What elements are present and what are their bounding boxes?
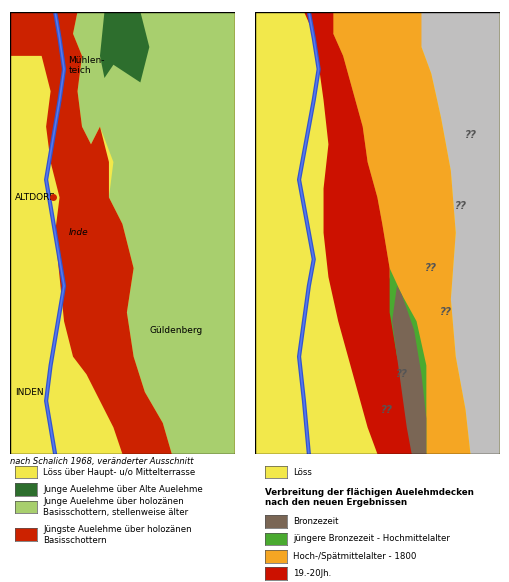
Text: ??: ?? [454,201,466,211]
Polygon shape [100,12,149,83]
Text: nach Schalich 1968, veränderter Ausschnitt: nach Schalich 1968, veränderter Ausschni… [10,457,193,466]
Text: Löss: Löss [293,467,312,477]
Text: ??: ?? [439,307,451,317]
Text: jüngere Bronzezeit - Hochmittelalter: jüngere Bronzezeit - Hochmittelalter [293,534,449,544]
Text: ??: ?? [380,404,392,415]
Polygon shape [73,12,234,454]
Text: Inde: Inde [68,228,88,237]
Polygon shape [254,12,499,454]
Polygon shape [391,286,426,454]
Text: Güldenberg: Güldenberg [149,325,202,335]
Text: ??: ?? [464,130,475,140]
Text: Hoch-/Spätmittelalter - 1800: Hoch-/Spätmittelalter - 1800 [293,552,416,561]
Polygon shape [328,12,469,454]
Text: ??: ?? [425,263,436,273]
Polygon shape [279,12,426,454]
Text: Mühlen-
teich: Mühlen- teich [68,56,105,75]
Polygon shape [406,12,499,454]
Polygon shape [10,12,172,454]
Text: Verbreitung der flächigen Auelehmdecken
nach den neuen Ergebnissen: Verbreitung der flächigen Auelehmdecken … [265,488,473,507]
Text: Löss über Haupt- u/o Mittelterrasse: Löss über Haupt- u/o Mittelterrasse [43,467,195,477]
Polygon shape [10,12,234,454]
Text: Jüngste Auelehme über holozänen
Basisschottern: Jüngste Auelehme über holozänen Basissch… [43,525,191,545]
Text: 19.-20Jh.: 19.-20Jh. [293,569,331,579]
Text: Bronzezeit: Bronzezeit [293,517,338,526]
Text: ALTDORF: ALTDORF [15,193,55,202]
Text: INDEN: INDEN [15,388,43,396]
Polygon shape [377,268,426,454]
Text: ??: ?? [395,370,407,379]
Text: Junge Auelehme über holozänen
Basisschottern, stellenweise älter: Junge Auelehme über holozänen Basisschot… [43,497,188,517]
Text: Junge Auelehme über Alte Auelehme: Junge Auelehme über Alte Auelehme [43,485,203,494]
